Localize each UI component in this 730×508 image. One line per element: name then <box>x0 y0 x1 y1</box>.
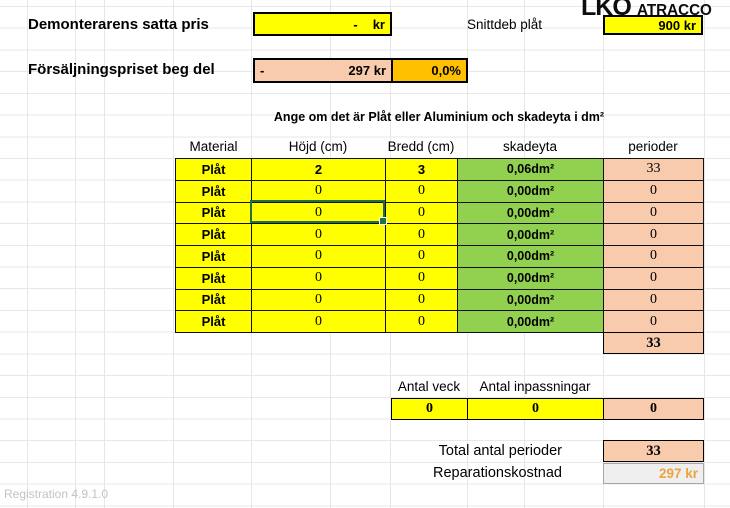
gridline <box>704 0 705 508</box>
gridline <box>173 0 174 508</box>
forsaljning-pris-cell[interactable]: - 297 kr <box>255 60 391 81</box>
cell-hojd-row3[interactable]: 0 <box>251 201 386 225</box>
cell-bredd-row4[interactable]: 0 <box>385 223 458 246</box>
forsaljning-percent-cell[interactable]: 0,0% <box>391 60 466 81</box>
cell-hojd-row2[interactable]: 0 <box>251 179 386 203</box>
cell-skadeyta-row6[interactable]: 0,00dm² <box>457 266 604 290</box>
cell-material-row1[interactable]: Plåt <box>175 158 252 181</box>
cell-bredd-row6[interactable]: 0 <box>385 266 458 290</box>
demonterarens-unit: kr <box>372 16 385 32</box>
antal-inpassningar-cell[interactable]: 0 <box>466 397 605 420</box>
cell-material-row6[interactable]: Plåt <box>175 266 252 290</box>
fill-handle[interactable] <box>379 217 387 225</box>
snittdeb-value: 900 kr <box>658 17 696 33</box>
cell-hojd-row4[interactable]: 0 <box>251 223 386 246</box>
forsaljning-dash: - <box>260 63 265 78</box>
demonterarens-label: Demonterarens satta pris <box>28 16 209 33</box>
col-header-bredd: Bredd (cm) <box>387 139 455 154</box>
cell-perioder-row7[interactable]: 0 <box>603 288 704 312</box>
cell-skadeyta-row4[interactable]: 0,00dm² <box>457 223 604 246</box>
forsaljning-label: Försäljningspriset beg del <box>28 61 215 78</box>
cell-material-row3[interactable]: Plåt <box>175 201 252 225</box>
cell-skadeyta-row3[interactable]: 0,00dm² <box>457 201 604 225</box>
antal-perioder-value: 0 <box>650 400 657 416</box>
table-row: Plåt 0 0 0,00dm² 0 <box>175 266 704 290</box>
cell-perioder-row8[interactable]: 0 <box>603 310 704 333</box>
table-row: Plåt 0 0 0,00dm² 0 <box>175 245 704 268</box>
cell-perioder-row2[interactable]: 0 <box>603 179 704 203</box>
cell-material-row2[interactable]: Plåt <box>175 179 252 203</box>
total-perioder-cell[interactable]: 33 <box>603 440 704 462</box>
cell-bredd-row5[interactable]: 0 <box>385 245 458 268</box>
cell-material-row5[interactable]: Plåt <box>175 245 252 268</box>
table-row: Plåt 0 0 0,00dm² 0 <box>175 201 704 225</box>
cell-bredd-row3[interactable]: 0 <box>385 201 458 225</box>
cell-material-row7[interactable]: Plåt <box>175 288 252 312</box>
col-header-hojd: Höjd (cm) <box>288 139 348 154</box>
snittdeb-label: Snittdeb plåt <box>467 17 543 32</box>
table-instruction: Ange om det är Plåt eller Aluminium och … <box>273 110 605 124</box>
demonterarens-dash: - <box>353 16 358 32</box>
reparationskostnad-value: 297 kr <box>658 465 698 481</box>
cell-skadeyta-row2[interactable]: 0,00dm² <box>457 179 604 203</box>
table-row: Plåt 0 0 0,00dm² 0 <box>175 179 704 203</box>
version-text: Registration 4.9.1.0 <box>4 487 109 501</box>
gridline <box>75 0 76 508</box>
cell-perioder-row3[interactable]: 0 <box>603 201 704 225</box>
cell-bredd-row1[interactable]: 3 <box>385 158 458 181</box>
cell-material-row4[interactable]: Plåt <box>175 223 252 246</box>
antal-perioder-cell[interactable]: 0 <box>603 397 704 420</box>
perioder-subtotal-cell[interactable]: 33 <box>603 332 704 354</box>
active-cell-selection <box>250 200 387 225</box>
antal-veck-cell[interactable]: 0 <box>391 397 468 420</box>
cell-perioder-row1[interactable]: 33 <box>603 158 704 181</box>
table-row: Plåt 0 0 0,00dm² 0 <box>175 288 704 312</box>
cell-hojd-row7[interactable]: 0 <box>251 288 386 312</box>
antal-veck-label: Antal veck <box>397 379 461 394</box>
cell-hojd-row5[interactable]: 0 <box>251 245 386 268</box>
cell-bredd-row2[interactable]: 0 <box>385 179 458 203</box>
forsaljning-percent: 0,0% <box>431 63 461 78</box>
forsaljning-value: 297 kr <box>348 63 386 78</box>
cell-skadeyta-row1[interactable]: 0,06dm² <box>457 158 604 181</box>
cell-bredd-row7[interactable]: 0 <box>385 288 458 312</box>
gridline <box>104 0 105 508</box>
cell-skadeyta-row8[interactable]: 0,00dm² <box>457 310 604 333</box>
cell-perioder-row5[interactable]: 0 <box>603 245 704 268</box>
gridline <box>27 0 28 508</box>
snittdeb-cell[interactable]: 900 kr <box>603 15 703 35</box>
col-header-material: Material <box>189 139 238 154</box>
perioder-subtotal-value: 33 <box>646 334 661 351</box>
antal-inpassningar-value: 0 <box>532 400 539 416</box>
logo-atracco-text: ATRACCO <box>636 2 712 19</box>
cell-material-row8[interactable]: Plåt <box>175 310 252 333</box>
col-header-perioder: perioder <box>628 139 678 154</box>
cell-hojd-row6[interactable]: 0 <box>251 266 386 290</box>
damage-table-body: Plåt 2 3 0,06dm² 33 Plåt 0 0 0,00dm² 0 Plåt 0 0 0,00d… <box>175 158 704 333</box>
damage-table: Plåt 2 3 0,06dm² 33 Plåt 0 0 0,00dm² 0 Plåt 0 0 0,00d… <box>175 158 704 333</box>
cell-perioder-row6[interactable]: 0 <box>603 266 704 290</box>
total-perioder-value: 33 <box>646 442 661 459</box>
cell-perioder-row4[interactable]: 0 <box>603 223 704 246</box>
antal-inpassningar-label: Antal inpassningar <box>479 379 591 394</box>
table-row: Plåt 0 0 0,00dm² 0 <box>175 223 704 246</box>
reparationskostnad-cell[interactable]: 297 kr <box>603 462 704 484</box>
cell-skadeyta-row5[interactable]: 0,00dm² <box>457 245 604 268</box>
cell-bredd-row8[interactable]: 0 <box>385 310 458 333</box>
col-header-skadeyta: skadeyta <box>502 139 558 154</box>
demonterarens-pris-cell[interactable]: - kr <box>253 12 392 36</box>
cell-hojd-row8[interactable]: 0 <box>251 310 386 333</box>
antal-veck-value: 0 <box>426 400 433 416</box>
cell-skadeyta-row7[interactable]: 0,00dm² <box>457 288 604 312</box>
reparationskostnad-label: Reparationskostnad <box>433 464 562 481</box>
table-row: Plåt 0 0 0,00dm² 0 <box>175 310 704 333</box>
cell-hojd-row1[interactable]: 2 <box>251 158 386 181</box>
table-row: Plåt 2 3 0,06dm² 33 <box>175 158 704 181</box>
total-perioder-label: Total antal perioder <box>438 443 562 459</box>
